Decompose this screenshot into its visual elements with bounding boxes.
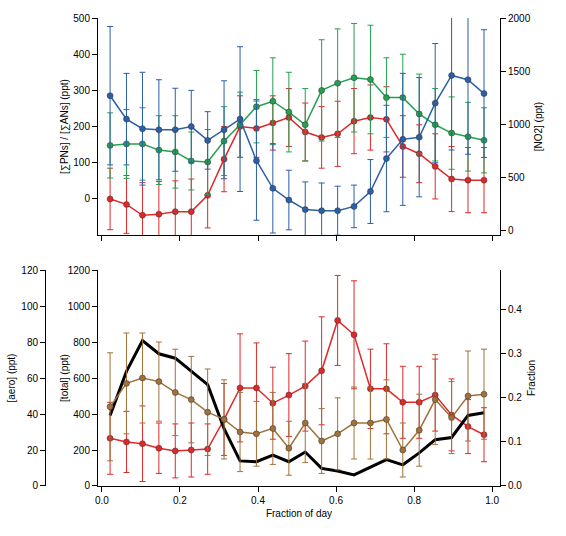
svg-text:Fraction of day: Fraction of day xyxy=(266,508,332,519)
svg-text:400: 400 xyxy=(73,49,90,60)
svg-text:120: 120 xyxy=(21,265,38,276)
svg-text:1000: 1000 xyxy=(68,301,91,312)
svg-text:[aero] (ppt): [aero] (ppt) xyxy=(6,354,17,403)
svg-text:0.8: 0.8 xyxy=(407,495,421,506)
svg-text:200: 200 xyxy=(73,121,90,132)
svg-text:100: 100 xyxy=(21,301,38,312)
svg-text:0.2: 0.2 xyxy=(508,392,522,403)
svg-text:0.4: 0.4 xyxy=(508,304,522,315)
svg-text:600: 600 xyxy=(73,373,90,384)
svg-text:80: 80 xyxy=(27,337,39,348)
svg-text:Fraction: Fraction xyxy=(526,360,537,396)
svg-text:800: 800 xyxy=(73,337,90,348)
svg-text:0: 0 xyxy=(32,480,38,491)
svg-text:0: 0 xyxy=(84,193,90,204)
svg-text:0: 0 xyxy=(508,225,514,236)
svg-text:60: 60 xyxy=(27,373,39,384)
svg-text:0.6: 0.6 xyxy=(329,495,343,506)
svg-text:0.0: 0.0 xyxy=(95,495,109,506)
svg-text:[NO2] (ppt): [NO2] (ppt) xyxy=(533,102,544,151)
svg-text:40: 40 xyxy=(27,409,39,420)
svg-text:20: 20 xyxy=(27,445,39,456)
svg-text:0.3: 0.3 xyxy=(508,348,522,359)
svg-text:500: 500 xyxy=(73,13,90,24)
svg-text:0.0: 0.0 xyxy=(508,480,522,491)
svg-text:1500: 1500 xyxy=(508,66,531,77)
svg-text:400: 400 xyxy=(73,409,90,420)
svg-text:100: 100 xyxy=(73,157,90,168)
svg-text:0.2: 0.2 xyxy=(173,495,187,506)
svg-text:300: 300 xyxy=(73,85,90,96)
svg-text:1000: 1000 xyxy=(508,119,531,130)
svg-text:[total] (ppt): [total] (ppt) xyxy=(59,354,70,402)
svg-text:[∑PNs] / [∑ANs] (ppt): [∑PNs] / [∑ANs] (ppt) xyxy=(59,79,70,174)
svg-text:0: 0 xyxy=(84,480,90,491)
svg-text:1.0: 1.0 xyxy=(485,495,499,506)
svg-text:0.1: 0.1 xyxy=(508,436,522,447)
svg-text:0.4: 0.4 xyxy=(251,495,265,506)
svg-text:1200: 1200 xyxy=(68,265,91,276)
svg-text:500: 500 xyxy=(508,172,525,183)
svg-text:200: 200 xyxy=(73,445,90,456)
svg-text:2000: 2000 xyxy=(508,13,531,24)
